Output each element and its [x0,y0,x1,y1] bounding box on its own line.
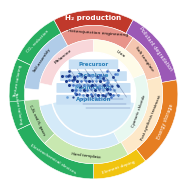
Wedge shape [9,87,31,130]
FancyBboxPatch shape [60,71,127,81]
Wedge shape [40,103,119,149]
Text: Precursor: Precursor [78,62,109,67]
Text: CO₂ reduction: CO₂ reduction [26,29,50,53]
Text: Texture tailoring: Texture tailoring [13,64,23,98]
Text: Element doping: Element doping [102,160,136,175]
Text: Urea: Urea [115,50,126,59]
Wedge shape [113,74,148,143]
Wedge shape [126,20,177,82]
Wedge shape [45,133,128,164]
Text: Cyanuric chloride: Cyanuric chloride [131,94,147,128]
FancyBboxPatch shape [69,59,118,69]
Text: H₂ production: H₂ production [65,15,122,21]
Wedge shape [24,33,68,90]
Wedge shape [125,38,160,80]
Wedge shape [94,149,145,179]
Text: Application: Application [76,97,111,102]
Text: Technique: Technique [78,74,109,78]
Text: Hard template: Hard template [71,152,101,160]
Text: Soft template: Soft template [134,46,154,72]
Wedge shape [17,124,94,179]
Wedge shape [9,59,31,102]
Wedge shape [53,94,134,136]
FancyBboxPatch shape [56,83,131,93]
Wedge shape [54,10,133,33]
Wedge shape [94,40,144,79]
Text: Self-assembly: Self-assembly [32,47,52,73]
Wedge shape [24,99,55,143]
Text: Modification: Modification [75,85,112,90]
Wedge shape [17,20,61,65]
Text: Heterojunction engineering: Heterojunction engineering [68,29,128,37]
Text: C₂N₂ and H₂ gases: C₂N₂ and H₂ gases [28,105,46,137]
Text: Energy storage: Energy storage [156,104,174,140]
Text: Texture tailoring: Texture tailoring [13,91,23,125]
Text: Electrochemical devices: Electrochemical devices [29,144,76,175]
Wedge shape [61,25,133,50]
Wedge shape [136,80,178,161]
Wedge shape [121,77,163,154]
Circle shape [51,52,136,137]
FancyBboxPatch shape [56,95,131,105]
Text: Pollutant degradation: Pollutant degradation [138,26,173,72]
Wedge shape [40,40,94,86]
Text: Melamine: Melamine [53,49,73,65]
Text: Post-synthesis treatment: Post-synthesis treatment [140,94,162,141]
